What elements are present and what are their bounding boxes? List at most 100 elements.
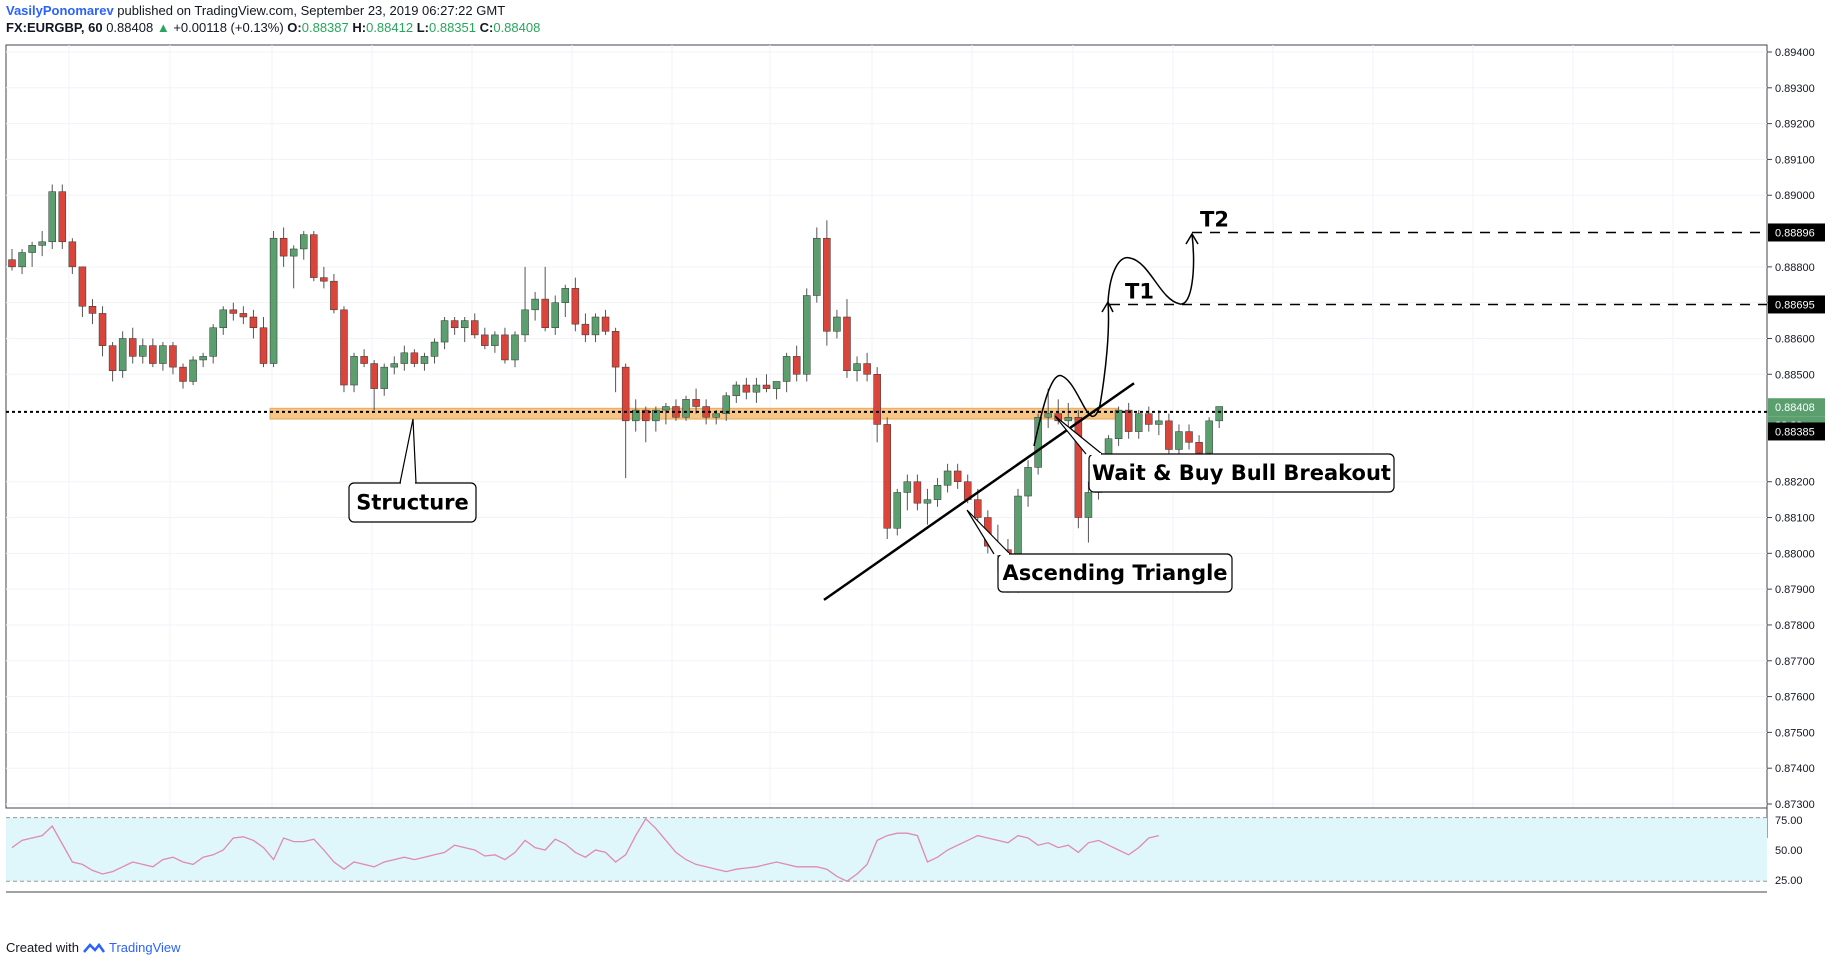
candle-down	[450, 320, 459, 328]
last-price: 0.88408	[106, 20, 154, 35]
candle-down	[179, 366, 187, 382]
candle-up	[199, 356, 207, 361]
candle-down	[239, 313, 248, 318]
candle-up	[159, 345, 167, 364]
t2-label: T2	[1200, 207, 1229, 231]
candle-down	[360, 356, 368, 364]
candle-down	[762, 384, 771, 389]
candle-up	[289, 248, 298, 257]
candle-up	[209, 327, 217, 357]
candle-down	[128, 338, 137, 357]
candle-up	[561, 288, 570, 303]
candle-down	[873, 374, 881, 425]
candle-up	[1215, 406, 1223, 422]
symbol-line: FX:EURGBP, 60 0.88408 ▲ +0.00118 (+0.13%…	[6, 20, 540, 35]
tradingview-brand[interactable]: TradingView	[108, 940, 181, 955]
candle-down	[310, 234, 318, 278]
level-price-label-bg	[1768, 422, 1825, 441]
candle-down	[1185, 431, 1193, 443]
close-label: C:	[479, 20, 494, 35]
y-tick-label: 0.89300	[1775, 83, 1815, 95]
candle-up	[1064, 417, 1073, 422]
candle-up	[782, 356, 791, 382]
t1-price-label-bg	[1768, 295, 1825, 314]
candle-up	[772, 381, 781, 389]
candle-down	[1195, 442, 1203, 454]
candle-down	[1165, 420, 1173, 450]
candle-up	[1205, 420, 1213, 454]
candle-up	[521, 309, 529, 336]
tradingview-logo-icon	[83, 942, 105, 953]
candle-up	[752, 384, 761, 393]
candle-up	[299, 234, 308, 250]
close-value: 0.88408	[493, 20, 541, 35]
candle-up	[802, 295, 811, 375]
candle-down	[58, 191, 67, 243]
wait-buy-label: Wait & Buy Bull Breakout	[1092, 461, 1391, 485]
candle-down	[340, 309, 348, 386]
projection-path-2	[1107, 233, 1195, 305]
y-tick-label: 0.89100	[1775, 154, 1815, 166]
candle-down	[883, 424, 891, 529]
candle-up	[923, 499, 932, 504]
publish-info: VasilyPonomarev published on TradingView…	[6, 3, 505, 18]
candle-up	[511, 334, 519, 361]
symbol-label: FX:EURGBP, 60	[6, 20, 103, 35]
y-tick-label: 0.88600	[1775, 333, 1815, 345]
candle-up	[712, 413, 720, 418]
y-tick-label: 0.87400	[1775, 763, 1815, 775]
candle-down	[370, 363, 378, 389]
candle-down	[481, 334, 489, 346]
candle-down	[320, 277, 328, 282]
y-tick-label: 0.88000	[1775, 548, 1815, 560]
candle-up	[893, 492, 902, 529]
candle-up	[682, 399, 690, 418]
candle-down	[601, 316, 610, 332]
candle-down	[98, 313, 107, 346]
candle-up	[943, 470, 952, 486]
y-tick-label: 0.87500	[1775, 727, 1815, 739]
candle-up	[652, 409, 660, 422]
candle-down	[571, 288, 580, 325]
candle-down	[974, 499, 982, 518]
candle-up	[853, 363, 861, 371]
y-tick-label: 0.88200	[1775, 477, 1815, 489]
rsi-tick-label: 50.00	[1775, 845, 1803, 857]
candle-up	[118, 338, 127, 371]
candle-up	[662, 406, 670, 411]
open-value: 0.88387	[301, 20, 349, 35]
candle-up	[460, 320, 469, 328]
candle-up	[531, 298, 539, 311]
arrow-up-icon	[1185, 232, 1199, 245]
candle-down	[1145, 413, 1153, 425]
y-tick-label: 0.87900	[1775, 584, 1815, 596]
candle-down	[642, 409, 650, 422]
y-tick-label: 0.89000	[1775, 190, 1815, 202]
rsi-band	[6, 817, 1767, 882]
candle-up	[139, 345, 147, 357]
candle-down	[863, 363, 871, 375]
candle-down	[169, 345, 177, 368]
candle-up	[28, 245, 36, 253]
candle-up	[933, 485, 942, 500]
candle-down	[953, 470, 962, 482]
candle-up	[189, 359, 197, 382]
y-tick-label: 0.89200	[1775, 119, 1815, 131]
candle-up	[390, 363, 399, 368]
candle-down	[611, 331, 620, 368]
structure-callout-pointer	[399, 418, 417, 484]
up-triangle-icon: ▲	[156, 20, 170, 35]
candle-up	[350, 356, 358, 386]
triangle-callout	[997, 553, 1233, 593]
candle-up	[1024, 467, 1032, 497]
t2-price-label: 0.88896	[1775, 227, 1815, 239]
candle-up	[1114, 409, 1123, 439]
candle-down	[913, 481, 922, 504]
structure-zone	[269, 407, 1119, 420]
candle-down	[108, 345, 117, 371]
level-price-label: 0.88385	[1775, 426, 1815, 438]
author-link[interactable]: VasilyPonomarev	[6, 3, 114, 18]
candle-down	[78, 266, 87, 307]
candle-down	[541, 298, 549, 328]
